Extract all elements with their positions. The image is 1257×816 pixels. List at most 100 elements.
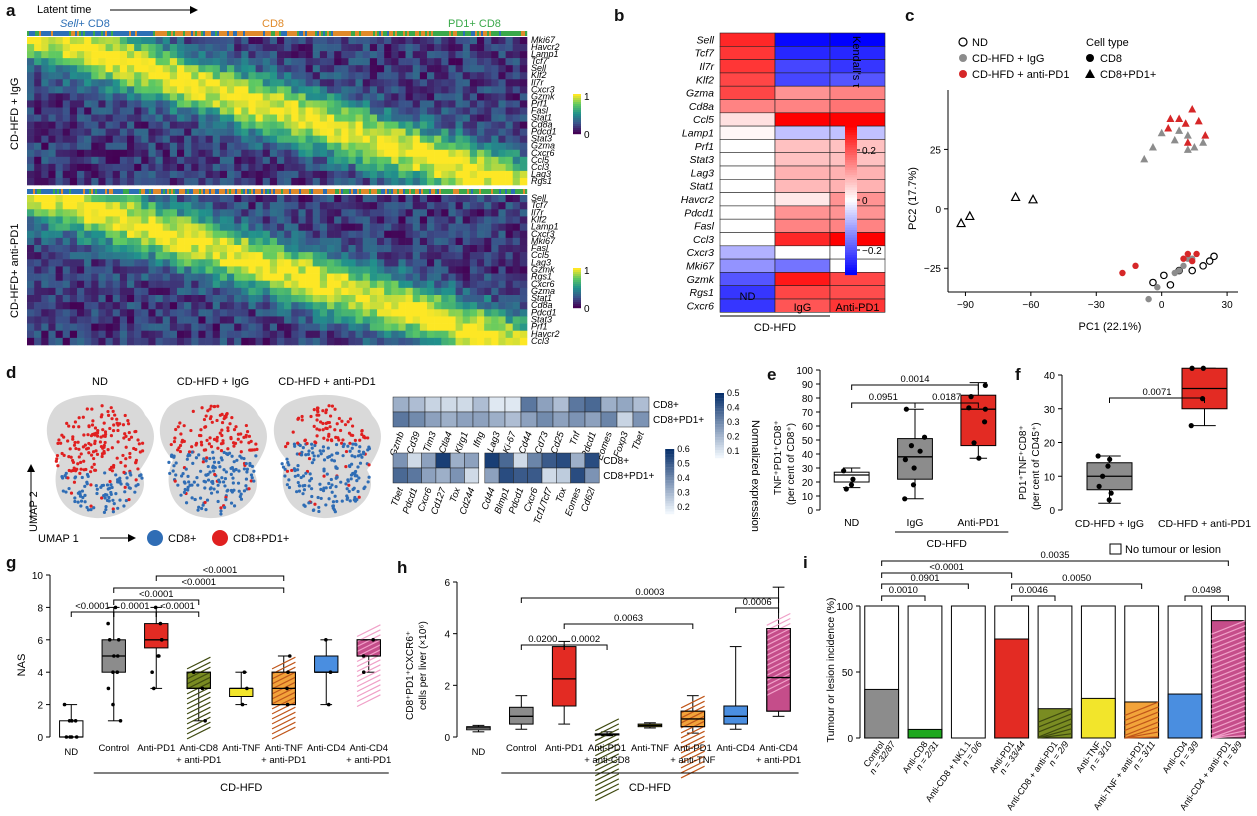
heatmap-cell — [219, 142, 228, 151]
heatmap-cell — [327, 37, 335, 45]
significance-bracket — [113, 611, 157, 617]
heatmap-cell — [219, 337, 228, 346]
heatmap-cell — [41, 58, 49, 66]
heatmap-cell — [462, 245, 471, 253]
heatmap-cell — [498, 79, 506, 87]
heatmap-cell — [327, 266, 335, 274]
panel-b-gene-labels: SellTcf7Il7rKlf2GzmaCd8aCcl5Lamp1Prf1Sta… — [681, 34, 715, 312]
stage-strip-cell — [337, 31, 340, 36]
heatmap-cell — [441, 135, 449, 144]
heatmap-cell — [27, 230, 35, 239]
heatmap-cell — [405, 316, 414, 324]
heatmap-cell — [34, 316, 42, 324]
legend-anti-pd1: CD-HFD + anti-PD1 — [972, 69, 1070, 81]
heatmap-cell — [377, 252, 385, 260]
heatmap-cell — [434, 259, 442, 267]
heatmap-cell — [234, 266, 242, 274]
umap-cell — [103, 430, 108, 434]
umap-cell — [300, 414, 304, 419]
expression-colorbar-label: 0.4 — [727, 403, 740, 413]
heatmap-cell — [298, 216, 306, 224]
heatmap-cell — [519, 58, 528, 66]
heatmap-cell — [162, 295, 171, 303]
heatmap-cell — [134, 170, 142, 179]
heatmap-cell — [284, 156, 292, 165]
heatmap-cell — [512, 177, 521, 186]
heatmap-cell — [269, 323, 278, 332]
heatmap-cell — [441, 280, 449, 289]
heatmap-cell — [341, 100, 349, 108]
heatmap-cell — [369, 252, 378, 260]
umap-cell — [116, 428, 120, 433]
heatmap-cell — [219, 121, 228, 129]
expression-colorbar-segment — [665, 451, 675, 455]
heatmap-cell — [169, 128, 178, 136]
data-point — [285, 702, 290, 707]
heatmap-cell — [469, 330, 478, 339]
panel-b-colorbar-segment — [845, 257, 857, 261]
heatmap-cell — [62, 163, 71, 172]
stage-strip-cell — [133, 189, 136, 194]
stage-strip-cell — [391, 31, 394, 36]
umap-cell — [362, 452, 366, 456]
heatmap-cell — [105, 216, 114, 224]
panel-b-cell — [719, 258, 776, 273]
heatmap-cell — [162, 266, 171, 274]
umap-cell — [110, 469, 114, 473]
heatmap-cell — [384, 309, 392, 317]
hatch-line — [186, 726, 211, 740]
heatmap-cell — [105, 245, 114, 253]
heatmap-cell — [162, 37, 171, 45]
heatmap-cell — [219, 51, 228, 59]
heatmap-cell — [105, 237, 114, 246]
heatmap-cell — [341, 202, 349, 210]
group-label-igg: CD-HFD + IgG — [9, 78, 21, 150]
heatmap-cell — [169, 330, 178, 339]
heatmap-cell — [327, 302, 335, 310]
panel-b-colorbar-segment — [845, 217, 857, 221]
heatmap-cell — [405, 114, 414, 122]
umap-cell — [347, 489, 351, 493]
heatmap-cell — [277, 259, 285, 267]
stage-strip-cell — [411, 31, 414, 36]
heatmap-cell — [291, 107, 299, 115]
heatmap-cell — [55, 163, 64, 172]
heatmap-cell — [369, 163, 378, 172]
heatmap-cell — [112, 202, 121, 210]
heatmap-cell — [455, 209, 464, 217]
heatmap-cell — [512, 309, 521, 317]
heatmap-cell — [391, 295, 399, 303]
heatmap-cell — [105, 121, 114, 129]
umap-cell — [353, 471, 357, 475]
expression-cell — [498, 452, 514, 469]
heatmap-cell — [377, 273, 385, 282]
heatmap-cell — [369, 65, 378, 73]
umap-cell — [344, 465, 348, 469]
heatmap-cell — [477, 223, 485, 232]
heatmap-cell — [241, 79, 249, 87]
expression-cell — [472, 396, 490, 413]
heatmap-cell — [319, 100, 328, 108]
heatmap-cell — [362, 259, 371, 267]
heatmap-cell — [391, 163, 399, 172]
heatmap-cell — [391, 37, 399, 45]
heatmap-cell — [55, 295, 64, 303]
heatmap-cell — [419, 330, 428, 339]
heatmap-cell — [419, 323, 428, 332]
stage-strip-cell — [493, 31, 496, 36]
heatmap-cell — [155, 295, 164, 303]
heatmap-cell — [377, 37, 385, 45]
heatmap-cell — [441, 330, 449, 339]
stage-strip-cell — [293, 31, 296, 36]
expression-gene-label: Tox — [448, 485, 464, 504]
umap-cell — [95, 491, 99, 496]
panel-b-cell — [774, 72, 831, 87]
heatmap-cell — [262, 216, 271, 224]
stage-strip-cell — [49, 31, 52, 36]
heatmap-cell — [448, 51, 456, 59]
expression-cell — [472, 411, 490, 428]
heatmap-cell — [55, 58, 64, 66]
colorbar-segment — [573, 128, 581, 131]
heatmap-cell — [441, 273, 449, 282]
heatmap-cell — [505, 177, 514, 186]
